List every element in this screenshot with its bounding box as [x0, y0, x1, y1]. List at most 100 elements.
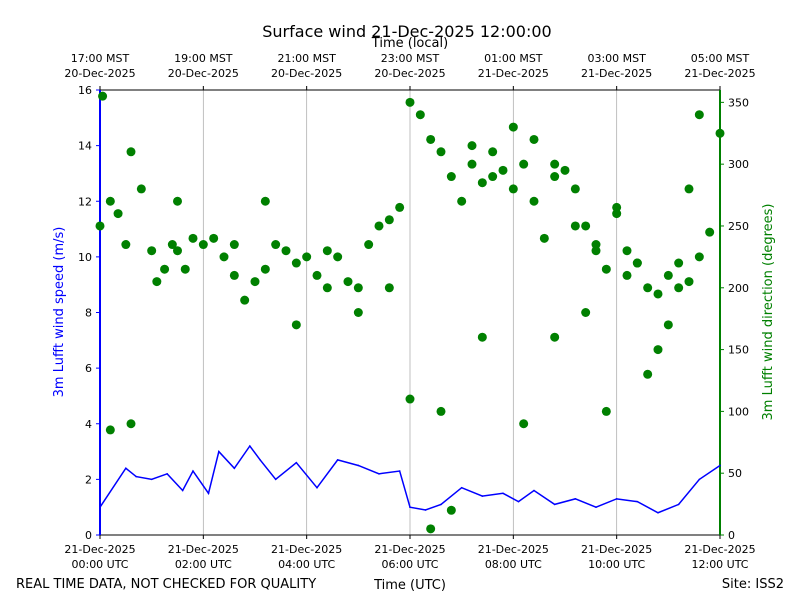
direction-point: [581, 308, 591, 317]
direction-point: [353, 308, 363, 317]
direction-point: [229, 270, 239, 280]
direction-point: [467, 159, 477, 169]
speed-point: [460, 486, 463, 489]
top-tick-date-6: 21-Dec-2025: [684, 67, 755, 80]
direction-point: [508, 122, 518, 132]
right-tick-label-3: 150: [728, 344, 749, 357]
direction-point: [173, 246, 182, 256]
bottom-tick-date-4: 21-Dec-2025: [478, 543, 549, 556]
speed-point: [481, 495, 484, 497]
direction-point: [477, 332, 487, 342]
direction-point: [591, 246, 601, 256]
quality-disclaimer: REAL TIME DATA, NOT CHECKED FOR QUALITY: [16, 577, 316, 592]
direction-point: [467, 141, 477, 151]
right-tick-label-1: 50: [728, 467, 742, 480]
direction-point: [632, 258, 642, 268]
direction-point: [250, 277, 260, 287]
left-tick-label-7: 14: [78, 140, 92, 153]
speed-point: [357, 464, 360, 467]
speed-point: [218, 450, 220, 453]
direction-point: [364, 240, 374, 250]
top-tick-date-3: 20-Dec-2025: [374, 67, 445, 80]
direction-point: [240, 295, 250, 305]
direction-point: [591, 240, 601, 250]
right-tick-label-6: 300: [728, 158, 749, 171]
bottom-tick-time-1: 02:00 UTC: [175, 558, 232, 571]
direction-point: [643, 283, 653, 293]
speed-point: [259, 459, 261, 461]
direction-point: [374, 221, 384, 231]
direction-point: [426, 134, 436, 144]
speed-point: [207, 492, 210, 495]
direction-point: [188, 233, 198, 243]
direction-point: [674, 258, 684, 268]
direction-point: [663, 320, 673, 330]
speed-point: [440, 503, 442, 506]
speed-point: [517, 500, 520, 503]
direction-point: [436, 147, 446, 157]
direction-point: [550, 172, 560, 182]
direction-point: [498, 165, 508, 175]
left-tick-label-1: 2: [85, 473, 92, 486]
direction-point: [684, 184, 694, 194]
direction-point: [426, 524, 436, 534]
top-tick-time-2: 21:00 MST: [277, 52, 336, 65]
direction-point: [95, 221, 105, 231]
direction-point: [446, 172, 456, 182]
right-tick-label-0: 0: [728, 529, 735, 542]
direction-series: [95, 91, 725, 534]
top-tick-date-1: 20-Dec-2025: [168, 67, 239, 80]
top-x-ticks: 17:00 MST 20-Dec-2025 19:00 MST 20-Dec-2025…: [64, 52, 756, 90]
bottom-tick-time-5: 10:00 UTC: [588, 558, 645, 571]
speed-point: [181, 489, 184, 492]
speed-point: [99, 506, 101, 508]
direction-point: [550, 159, 560, 169]
direction-point: [173, 196, 182, 206]
direction-point: [663, 270, 673, 280]
speed-line: [99, 444, 721, 514]
direction-point: [160, 264, 170, 274]
direction-point: [167, 240, 177, 250]
grid-lines: [99, 90, 721, 535]
direction-point: [152, 277, 162, 287]
direction-point: [446, 505, 456, 515]
speed-point: [698, 478, 701, 481]
direction-point: [477, 178, 487, 188]
site-label: Site: ISS2: [722, 577, 784, 592]
speed-point: [719, 464, 721, 467]
direction-point: [705, 227, 715, 237]
direction-point: [333, 252, 343, 262]
left-y-ticks: 0 2 4 6 8 10 12 14 16: [78, 84, 100, 542]
top-tick-time-5: 03:00 MST: [587, 52, 646, 65]
direction-point: [113, 209, 123, 219]
speed-point: [274, 478, 277, 481]
direction-point: [198, 240, 208, 250]
direction-point: [581, 221, 591, 231]
direction-point: [601, 264, 611, 274]
speed-point: [125, 467, 127, 470]
direction-point: [519, 419, 529, 429]
direction-point: [694, 110, 704, 120]
direction-point: [147, 246, 157, 256]
direction-point: [384, 283, 394, 293]
top-tick-time-1: 19:00 MST: [174, 52, 233, 65]
speed-point: [233, 467, 236, 470]
direction-point: [622, 246, 632, 256]
right-tick-label-7: 350: [728, 96, 749, 109]
bottom-tick-time-3: 06:00 UTC: [381, 558, 438, 571]
speed-point: [677, 503, 680, 506]
chart-title: Surface wind 21-Dec-2025 12:00:00: [262, 22, 551, 41]
direction-point: [229, 240, 239, 250]
left-y-axis-label: 3m Lufft wind speed (m/s): [52, 227, 67, 398]
direction-point: [612, 202, 622, 212]
direction-point: [601, 406, 611, 416]
speed-point: [657, 511, 659, 514]
direction-point: [126, 147, 136, 157]
bottom-tick-time-2: 04:00 UTC: [278, 558, 335, 571]
right-y-axis-label: 3m Lufft wind direction (degrees): [761, 204, 776, 421]
direction-point: [694, 252, 704, 262]
direction-point: [105, 196, 115, 206]
left-tick-label-3: 6: [85, 362, 92, 375]
speed-point: [166, 473, 168, 475]
speed-point: [398, 470, 401, 472]
